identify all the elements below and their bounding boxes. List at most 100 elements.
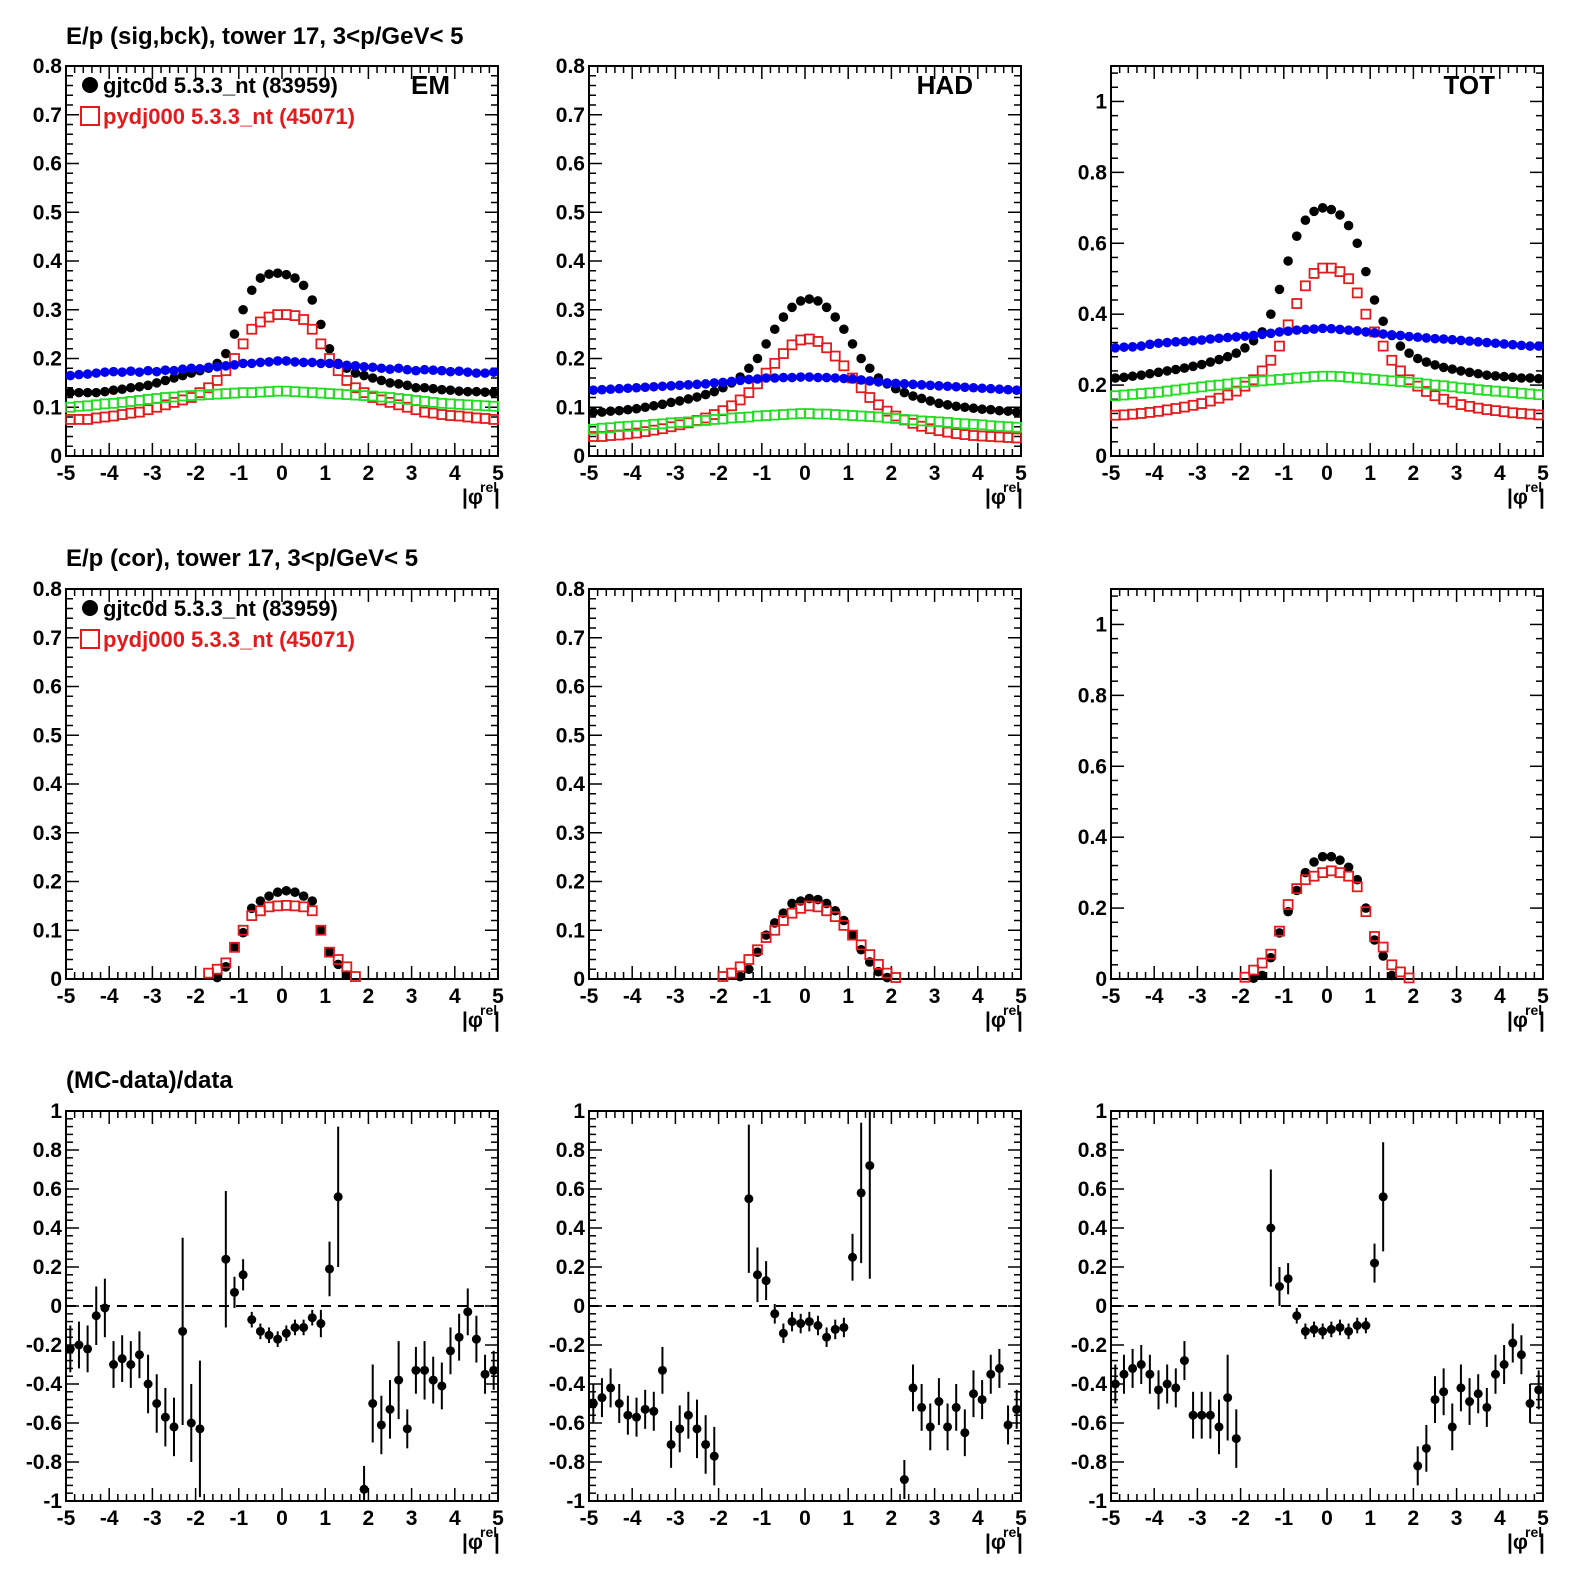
mc-point [1412,380,1424,392]
data-point [588,407,599,417]
mc-point [933,416,945,428]
mc-point [280,309,292,321]
mc-point [1343,870,1354,882]
ratio-point [109,1360,119,1369]
x-tick-label: 4 [1494,985,1506,1008]
ratio-point [1154,1385,1164,1395]
x-axis-label-superscript: rel [1525,479,1542,495]
data-point [1404,348,1414,358]
data-point [1326,323,1337,334]
mc-point [1256,957,1268,969]
data-point [1343,862,1354,873]
panel-label: HAD [917,70,973,100]
y-tick-label: 0.7 [556,627,585,650]
data-point [1447,364,1458,374]
ratio-point [778,1328,788,1338]
x-tick-label: 2 [363,462,375,485]
data-point [126,366,136,376]
data-point [376,363,387,374]
mc-point [829,350,841,362]
mc-point [99,398,111,410]
mc-point [873,399,884,411]
legend-marker-data [82,77,98,93]
mc-point [1161,385,1173,397]
mc-point [1196,381,1208,393]
ratio-point [221,1254,231,1264]
data-point [324,358,335,369]
data-point [281,885,292,896]
data-point [1490,371,1501,381]
data-point [229,360,240,370]
ratio-point [865,1161,875,1171]
ratio-point [588,1399,598,1408]
mc-point [1002,432,1014,443]
mc-point [453,410,465,422]
data-point [1145,339,1155,350]
data-point [342,970,352,980]
y-tick-label: 0.6 [33,153,62,176]
data-point [281,356,292,366]
x-tick-label: -4 [1145,985,1164,1008]
data-point [212,972,222,983]
legend: gjtc0d 5.3.3_nt (83959) pydj000 5.3.3_nt … [80,73,355,129]
mc-point [734,961,746,973]
y-tick-label: 0.2 [556,871,585,894]
data-point [916,380,927,390]
data-point [1516,373,1527,383]
ratio-point [899,1475,909,1485]
mc-point [462,411,474,423]
data-point [605,384,616,395]
ratio-point [1473,1389,1483,1399]
data-point [385,378,395,388]
x-tick-label: -1 [752,985,771,1008]
data-point [1335,324,1345,335]
data-point [735,375,745,386]
data-point [1119,342,1129,352]
x-tick-label: -5 [57,985,76,1008]
mc-point [90,412,102,424]
mc-point [648,418,660,430]
data-point [471,386,482,397]
mc-point [743,954,755,965]
mc-point [847,929,858,941]
mc-point [1135,388,1147,400]
mc-point [1403,972,1415,984]
legend-label-data: gjtc0d 5.3.3_nt (83959) [103,73,338,98]
ratio-point [1326,1324,1336,1334]
data-point [649,400,659,411]
data-point [160,375,171,386]
mc-point [1481,404,1493,415]
series-mc [1239,865,1415,984]
legend-marker-mc [80,106,100,126]
ratio-point [1136,1360,1146,1369]
y-tick-label: -0.4 [549,1373,586,1396]
data-point [402,364,413,375]
data-point [1248,973,1259,984]
mc-point [1360,906,1372,918]
ratio-point [1516,1350,1526,1360]
data-point [1162,337,1172,348]
mc-point [786,339,798,351]
ratio-point [247,1315,257,1325]
data-point [1291,325,1302,335]
data-point [744,964,754,975]
x-tick-label: 5 [492,1507,504,1530]
x-tick-label: -3 [1188,1507,1207,1530]
ratio-point [1300,1326,1310,1336]
y-tick-label: 0.6 [1078,1178,1107,1201]
mc-point [82,400,93,412]
data-point [1011,407,1022,417]
data-point [1507,372,1518,383]
mc-point [470,412,482,424]
mc-point [1248,964,1259,976]
x-tick-label: 1 [842,1507,854,1530]
mc-point [812,336,824,347]
data-point [1309,206,1319,217]
data-point [74,387,84,398]
data-point [350,361,361,371]
mc-point [341,375,353,386]
ratio-point [1223,1393,1233,1403]
data-point [307,295,318,305]
y-tick-label: -0.2 [26,1334,62,1357]
chart-panel-r3c3: -5 -4 -3 -2 -1 0 1 2 3 4 5 -1 -0.8 -0.6 -0.4 -0.2 0 0.2 0.… [1071,1100,1549,1554]
